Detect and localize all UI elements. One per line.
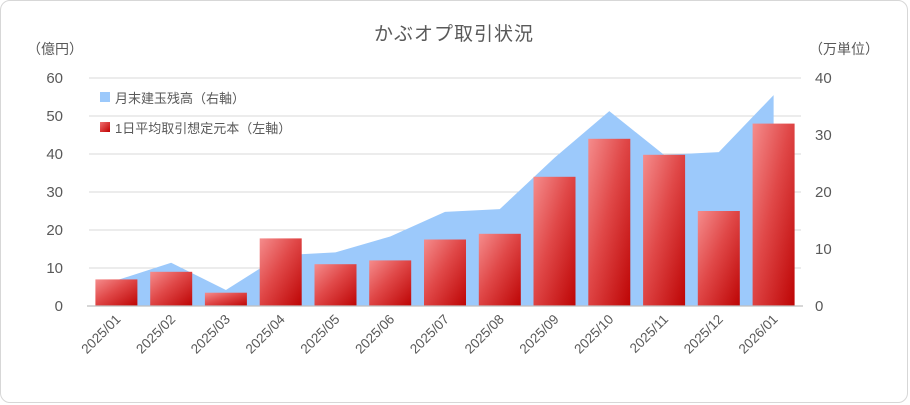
right-axis-unit-label: （万単位） bbox=[809, 41, 879, 57]
x-tick-label: 2025/12 bbox=[681, 312, 726, 357]
y-tick-label-left: 10 bbox=[46, 260, 63, 277]
bar-series bbox=[95, 123, 795, 306]
chart-title: かぶオプ取引状況 bbox=[373, 24, 534, 45]
legend-label-bar: 1日平均取引想定元本（左軸） bbox=[115, 120, 292, 136]
bar bbox=[95, 279, 138, 306]
bar bbox=[643, 154, 686, 306]
y-tick-label-left: 50 bbox=[46, 108, 63, 125]
y-tick-label-right: 40 bbox=[815, 70, 832, 87]
y-tick-label-left: 0 bbox=[55, 298, 63, 315]
bar bbox=[697, 211, 740, 306]
bar-series-swatch-icon bbox=[100, 122, 110, 132]
legend-item-bar[interactable]: 1日平均取引想定元本（左軸） bbox=[100, 118, 291, 136]
x-tick-label: 2025/05 bbox=[297, 312, 342, 357]
x-tick-label: 2025/09 bbox=[517, 312, 562, 357]
bar bbox=[588, 138, 631, 306]
y-tick-label-left: 20 bbox=[46, 222, 63, 239]
x-tick-label: 2025/04 bbox=[243, 311, 288, 356]
y-tick-label-right: 0 bbox=[815, 298, 823, 315]
x-tick-label: 2026/01 bbox=[736, 312, 781, 357]
x-tick-label: 2025/03 bbox=[188, 312, 233, 357]
y-tick-label-left: 30 bbox=[46, 184, 63, 201]
bar bbox=[424, 239, 466, 306]
left-axis-unit-label: （億円） bbox=[27, 41, 83, 57]
legend-item-area[interactable]: 月末建玉残高（右軸） bbox=[100, 88, 291, 106]
y-tick-label-right: 20 bbox=[815, 184, 832, 201]
y-tick-label-left: 40 bbox=[46, 146, 63, 163]
bar bbox=[478, 233, 521, 306]
bar bbox=[150, 271, 193, 306]
y-tick-label-right: 30 bbox=[815, 127, 832, 144]
x-tick-label: 2025/11 bbox=[627, 312, 671, 356]
x-tick-label: 2025/07 bbox=[407, 312, 452, 357]
bar bbox=[752, 123, 795, 306]
bar bbox=[314, 264, 357, 306]
bar bbox=[204, 292, 247, 306]
legend: 月末建玉残高（右軸） 1日平均取引想定元本（左軸） bbox=[100, 88, 291, 148]
y-tick-label-right: 10 bbox=[815, 241, 832, 258]
x-tick-label: 2025/06 bbox=[352, 312, 397, 357]
x-tick-label: 2025/02 bbox=[133, 312, 178, 357]
x-tick-label: 2025/10 bbox=[571, 312, 616, 357]
bar bbox=[259, 238, 302, 306]
area-series-swatch-icon bbox=[100, 92, 110, 102]
bar bbox=[533, 176, 576, 306]
x-tick-label: 2025/01 bbox=[78, 312, 123, 357]
y-tick-label-left: 60 bbox=[46, 70, 63, 87]
x-tick-label: 2025/08 bbox=[462, 312, 507, 357]
legend-label-area: 月末建玉残高（右軸） bbox=[115, 90, 246, 106]
bar bbox=[369, 260, 412, 306]
